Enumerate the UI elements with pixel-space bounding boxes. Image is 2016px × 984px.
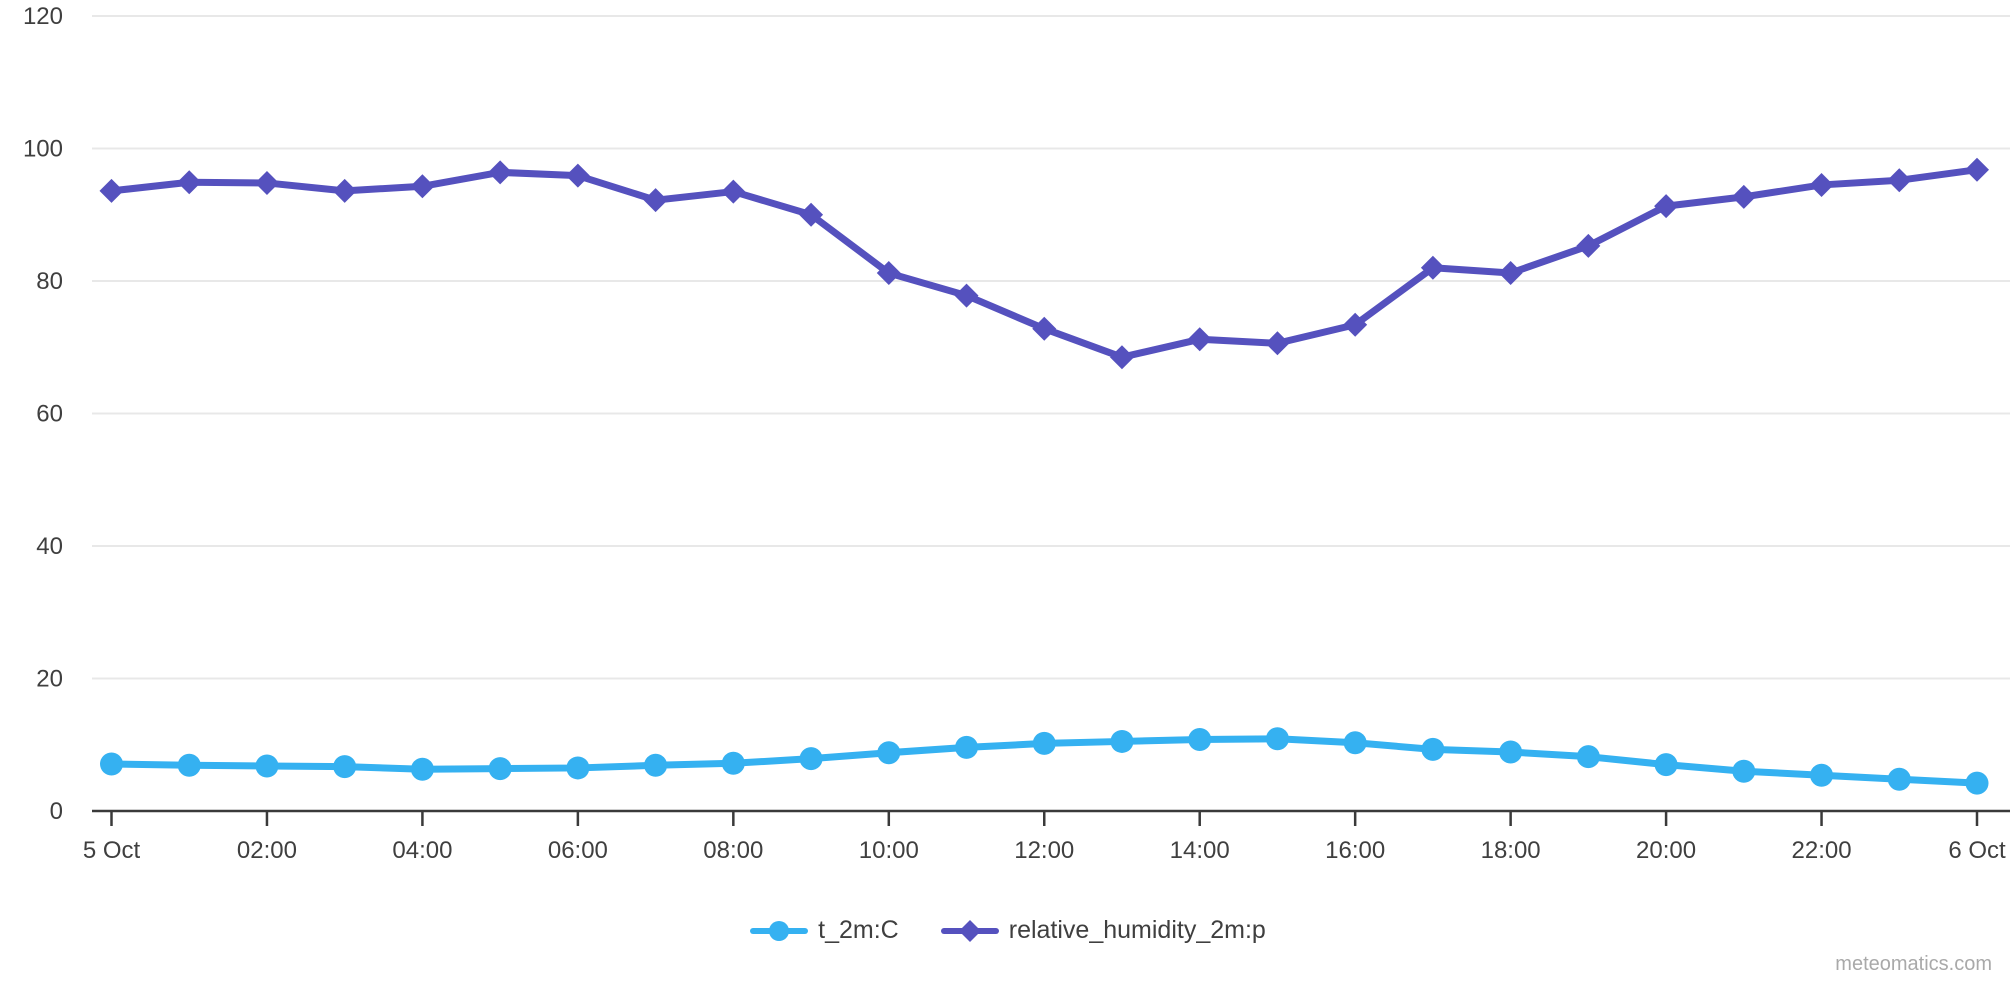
legend-label-humidity: relative_humidity_2m:p xyxy=(1008,916,1266,944)
relative-humidity-2m-p-data-point[interactable] xyxy=(1343,312,1368,337)
relative-humidity-2m-p-data-point[interactable] xyxy=(721,179,746,204)
t-2m-c-data-point[interactable] xyxy=(1421,737,1445,761)
legend-item-t-2m-c[interactable]: t_2m:C xyxy=(750,916,899,945)
t-2m-c-data-point[interactable] xyxy=(100,752,123,776)
t-2m-c-data-point[interactable] xyxy=(1188,727,1212,751)
relative-humidity-2m-p-data-point[interactable] xyxy=(1032,316,1057,341)
t-2m-c-data-point[interactable] xyxy=(1110,729,1134,753)
relative-humidity-2m-p-data-point[interactable] xyxy=(1654,194,1679,219)
relative-humidity-2m-p-data-point[interactable] xyxy=(1731,184,1756,209)
t-2m-c-data-point[interactable] xyxy=(410,757,434,781)
watermark: meteomatics.com xyxy=(1835,953,1992,975)
x-tick-label: 06:00 xyxy=(548,837,608,864)
relative-humidity-2m-p-data-point[interactable] xyxy=(254,170,279,195)
relative-humidity-2m-p-data-point[interactable] xyxy=(1109,345,1134,370)
relative-humidity-2m-p-data-point[interactable] xyxy=(1265,331,1290,356)
x-tick-label: 18:00 xyxy=(1481,837,1541,864)
relative-humidity-2m-p-data-point[interactable] xyxy=(954,283,979,308)
x-tick-label: 08:00 xyxy=(703,837,763,864)
temperature-legend-marker-icon xyxy=(750,920,809,941)
relative-humidity-2m-p-data-point[interactable] xyxy=(177,170,202,195)
t-2m-c-data-point[interactable] xyxy=(1032,731,1056,755)
t-2m-c-data-point[interactable] xyxy=(644,753,668,777)
relative-humidity-2m-p-data-point[interactable] xyxy=(1498,261,1523,286)
relative-humidity-2m-p-data-point[interactable] xyxy=(332,178,357,203)
relative-humidity-2m-p-data-point[interactable] xyxy=(1809,172,1834,197)
y-tick-label: 100 xyxy=(23,136,63,163)
humidity-legend-marker-icon xyxy=(940,919,999,942)
t-2m-c-data-point[interactable] xyxy=(177,753,201,777)
legend-item-relative-humidity[interactable]: relative_humidity_2m:p xyxy=(940,916,1266,945)
y-tick-label: 0 xyxy=(50,798,63,825)
t-2m-c-data-point[interactable] xyxy=(1499,740,1523,764)
relative-humidity-2m-p-data-point[interactable] xyxy=(1965,157,1989,182)
t-2m-c-data-point[interactable] xyxy=(488,757,512,781)
x-tick-label: 20:00 xyxy=(1636,837,1696,864)
t-2m-c-data-point[interactable] xyxy=(566,756,590,780)
relative-humidity-2m-p-data-point[interactable] xyxy=(876,261,901,286)
relative-humidity-2m-p-data-point[interactable] xyxy=(643,188,668,213)
relative-humidity-2m-p-data-point[interactable] xyxy=(565,163,590,188)
x-tick-label: 6 Oct xyxy=(1948,837,2006,864)
relative-humidity-2m-p-data-point[interactable] xyxy=(1576,233,1601,258)
legend-label-temperature: t_2m:C xyxy=(818,916,899,944)
x-tick-label: 10:00 xyxy=(859,837,919,864)
x-tick-label: 14:00 xyxy=(1170,837,1230,864)
t-2m-c-data-point[interactable] xyxy=(333,755,357,779)
x-tick-label: 22:00 xyxy=(1792,837,1852,864)
relative-humidity-2m-p-data-point[interactable] xyxy=(488,160,513,185)
y-tick-label: 60 xyxy=(36,401,63,428)
x-tick-label: 02:00 xyxy=(237,837,297,864)
t-2m-c-data-point[interactable] xyxy=(877,741,901,765)
t-2m-c-data-point[interactable] xyxy=(799,747,823,771)
x-tick-label: 16:00 xyxy=(1325,837,1385,864)
t-2m-c-data-point[interactable] xyxy=(1265,727,1289,751)
relative-humidity-2m-p-data-point[interactable] xyxy=(99,178,124,203)
t-2m-c-data-point[interactable] xyxy=(1887,767,1911,791)
y-tick-label: 40 xyxy=(36,533,63,560)
t-2m-c-data-point[interactable] xyxy=(955,735,979,759)
relative-humidity-2m-p-data-point[interactable] xyxy=(1187,327,1212,352)
t-2m-c-data-point[interactable] xyxy=(1965,771,1989,795)
x-tick-label: 04:00 xyxy=(392,837,452,864)
chart-legend: t_2m:C relative_humidity_2m:p xyxy=(0,916,2016,945)
relative-humidity-2m-p-data-point[interactable] xyxy=(799,202,824,227)
t-2m-c-data-point[interactable] xyxy=(255,754,279,778)
t-2m-c-data-point[interactable] xyxy=(1732,759,1756,783)
x-tick-label: 12:00 xyxy=(1014,837,1074,864)
y-tick-label: 20 xyxy=(36,666,63,693)
t-2m-c-data-point[interactable] xyxy=(721,751,745,775)
t-2m-c-data-point[interactable] xyxy=(1810,763,1834,787)
t-2m-c-data-point[interactable] xyxy=(1654,753,1678,777)
relative-humidity-2m-p-data-point[interactable] xyxy=(410,174,435,199)
y-tick-label: 120 xyxy=(23,3,63,30)
relative-humidity-2m-p-data-point[interactable] xyxy=(1887,168,1912,193)
t-2m-c-data-point[interactable] xyxy=(1343,731,1367,755)
relative-humidity-2m-p-data-point[interactable] xyxy=(1420,255,1445,280)
t-2m-c-data-point[interactable] xyxy=(1576,745,1600,769)
y-tick-label: 80 xyxy=(36,268,63,295)
x-tick-label: 5 Oct xyxy=(83,837,141,864)
